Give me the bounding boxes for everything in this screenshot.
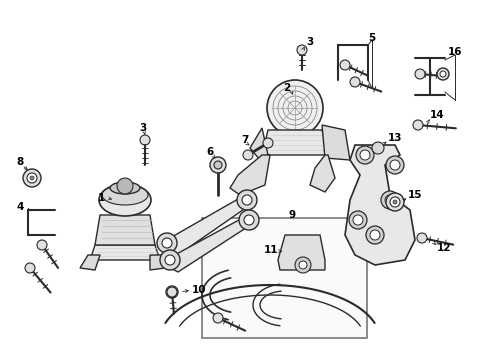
Text: 4: 4 xyxy=(16,202,24,212)
Circle shape xyxy=(213,313,223,323)
Circle shape xyxy=(160,250,180,270)
Circle shape xyxy=(23,169,41,187)
Circle shape xyxy=(350,77,360,87)
Circle shape xyxy=(140,135,150,145)
Text: 1: 1 xyxy=(98,193,105,203)
Circle shape xyxy=(340,60,350,70)
Circle shape xyxy=(263,138,273,148)
Circle shape xyxy=(295,257,311,273)
Circle shape xyxy=(239,210,259,230)
Polygon shape xyxy=(90,245,160,260)
Text: 2: 2 xyxy=(283,83,290,93)
Polygon shape xyxy=(250,128,268,160)
Circle shape xyxy=(157,233,177,253)
Circle shape xyxy=(214,161,222,169)
Circle shape xyxy=(356,146,374,164)
Circle shape xyxy=(243,150,253,160)
Circle shape xyxy=(167,287,177,297)
Circle shape xyxy=(353,215,363,225)
Polygon shape xyxy=(230,155,270,195)
Circle shape xyxy=(390,160,400,170)
Circle shape xyxy=(386,156,404,174)
Circle shape xyxy=(299,261,307,269)
Ellipse shape xyxy=(99,184,151,216)
Polygon shape xyxy=(310,155,335,192)
Text: 13: 13 xyxy=(388,133,402,143)
Circle shape xyxy=(166,286,178,298)
Text: 5: 5 xyxy=(368,33,376,43)
Circle shape xyxy=(413,120,423,130)
Text: 14: 14 xyxy=(430,110,444,120)
Polygon shape xyxy=(150,255,165,270)
Text: 6: 6 xyxy=(206,147,214,157)
Circle shape xyxy=(386,193,404,211)
Polygon shape xyxy=(80,255,100,270)
Circle shape xyxy=(372,142,384,154)
Circle shape xyxy=(244,215,254,225)
Text: 10: 10 xyxy=(192,285,206,295)
Text: 3: 3 xyxy=(139,123,147,133)
Polygon shape xyxy=(95,215,155,245)
Text: 3: 3 xyxy=(306,37,313,47)
Text: 7: 7 xyxy=(241,135,249,145)
Bar xyxy=(202,218,367,338)
Text: 16: 16 xyxy=(448,47,463,57)
Circle shape xyxy=(210,157,226,173)
Text: 12: 12 xyxy=(437,243,451,253)
Ellipse shape xyxy=(102,185,148,205)
Circle shape xyxy=(349,211,367,229)
Ellipse shape xyxy=(110,182,140,194)
Circle shape xyxy=(242,195,252,205)
Circle shape xyxy=(415,69,425,79)
Circle shape xyxy=(25,263,35,273)
Circle shape xyxy=(267,80,323,136)
Circle shape xyxy=(417,233,427,243)
Polygon shape xyxy=(278,235,325,270)
Polygon shape xyxy=(162,195,250,255)
Circle shape xyxy=(360,150,370,160)
Circle shape xyxy=(385,195,395,205)
Circle shape xyxy=(162,238,172,248)
Circle shape xyxy=(237,190,257,210)
Polygon shape xyxy=(322,125,350,160)
Circle shape xyxy=(297,45,307,55)
Circle shape xyxy=(366,226,384,244)
Text: 9: 9 xyxy=(289,210,295,220)
Polygon shape xyxy=(262,130,328,155)
Text: 11: 11 xyxy=(264,245,278,255)
Circle shape xyxy=(390,197,400,207)
Circle shape xyxy=(370,230,380,240)
Circle shape xyxy=(437,68,449,80)
Circle shape xyxy=(381,191,399,209)
Text: 8: 8 xyxy=(16,157,24,167)
Polygon shape xyxy=(345,145,415,265)
Circle shape xyxy=(165,255,175,265)
Text: 15: 15 xyxy=(408,190,422,200)
Circle shape xyxy=(440,71,446,77)
Circle shape xyxy=(37,240,47,250)
Circle shape xyxy=(30,176,34,180)
Circle shape xyxy=(117,178,133,194)
Polygon shape xyxy=(165,215,252,272)
Circle shape xyxy=(27,173,37,183)
Circle shape xyxy=(393,200,397,204)
